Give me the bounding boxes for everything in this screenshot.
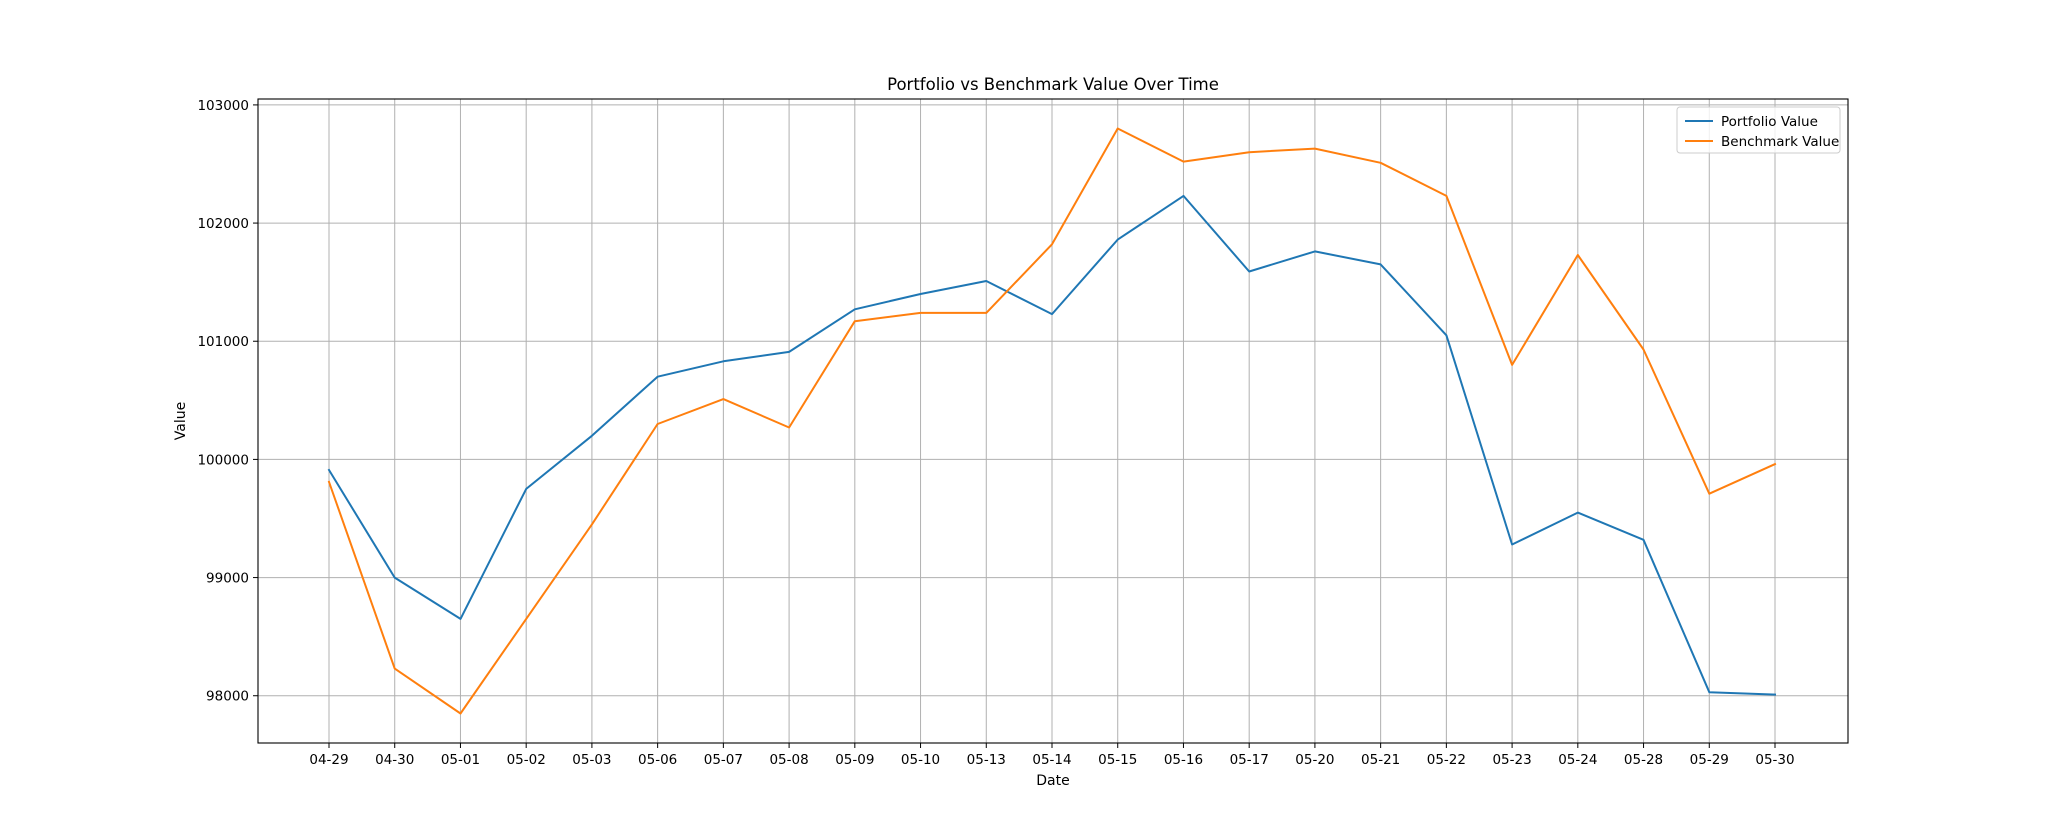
data-point-portfolio [1380, 263, 1382, 265]
data-point-benchmark [591, 523, 593, 525]
data-point-portfolio [1511, 543, 1513, 545]
x-tick-label: 05-17 [1230, 752, 1269, 768]
data-point-portfolio [1643, 539, 1645, 541]
data-point-benchmark [1708, 493, 1710, 495]
x-tick-label: 04-30 [375, 752, 414, 768]
x-tick-label: 05-24 [1558, 752, 1597, 768]
series-lines [327, 127, 1777, 715]
data-point-portfolio [985, 280, 987, 282]
data-point-portfolio [1051, 313, 1053, 315]
data-point-portfolio [657, 376, 659, 378]
data-point-benchmark [1445, 195, 1447, 197]
data-point-benchmark [920, 312, 922, 314]
data-point-portfolio [920, 293, 922, 295]
data-point-portfolio [525, 488, 527, 490]
data-point-portfolio [1774, 694, 1776, 696]
x-tick-label: 05-28 [1624, 752, 1663, 768]
x-axis-ticks: 04-29 04-30 05-01 05-02 05-03 05-06 05-07 05-08… [309, 743, 1795, 768]
y-tick-label: 103000 [197, 98, 249, 114]
data-point-benchmark [854, 320, 856, 322]
data-point-portfolio [591, 435, 593, 437]
data-point-benchmark [1182, 161, 1184, 163]
data-point-portfolio [788, 351, 790, 353]
data-point-benchmark [525, 618, 527, 620]
x-axis-label: Date [1036, 773, 1069, 789]
x-tick-label: 05-30 [1755, 752, 1794, 768]
x-tick-label: 05-07 [704, 752, 743, 768]
data-point-portfolio [459, 618, 461, 620]
x-tick-label: 05-09 [835, 752, 874, 768]
legend-label-portfolio: Portfolio Value [1721, 114, 1818, 130]
data-point-benchmark [1248, 151, 1250, 153]
legend: Portfolio Value Benchmark Value [1676, 106, 1841, 154]
data-point-benchmark [985, 312, 987, 314]
data-point-benchmark [1380, 162, 1382, 164]
data-point-benchmark [459, 712, 461, 714]
y-axis-ticks: 98000 99000 100000 101000 102000 103000 [197, 98, 258, 705]
y-tick-label: 100000 [197, 452, 249, 468]
data-point-benchmark [657, 423, 659, 425]
x-tick-label: 05-15 [1098, 752, 1137, 768]
plot-frame [257, 98, 1849, 744]
data-point-benchmark [722, 398, 724, 400]
y-tick-label: 102000 [197, 216, 249, 232]
grid [258, 99, 1848, 743]
y-tick-label: 101000 [197, 334, 249, 350]
x-tick-label: 05-10 [901, 752, 940, 768]
data-point-benchmark [328, 481, 330, 483]
x-tick-label: 05-29 [1690, 752, 1729, 768]
x-tick-label: 05-01 [441, 752, 480, 768]
x-tick-label: 05-02 [507, 752, 546, 768]
y-tick-label: 98000 [206, 689, 249, 705]
data-point-portfolio [1708, 691, 1710, 693]
data-point-benchmark [1511, 364, 1513, 366]
data-point-benchmark [1774, 463, 1776, 465]
x-tick-label: 05-03 [572, 752, 611, 768]
x-tick-label: 05-14 [1032, 752, 1071, 768]
legend-box [1676, 106, 1841, 154]
series-line-portfolio [327, 194, 1777, 696]
y-tick-label: 99000 [206, 571, 249, 587]
x-tick-label: 05-08 [769, 752, 808, 768]
data-point-benchmark [1577, 254, 1579, 256]
series-line-benchmark [327, 127, 1777, 715]
data-point-portfolio [1314, 250, 1316, 252]
x-tick-label: 05-16 [1164, 752, 1203, 768]
data-point-portfolio [328, 469, 330, 471]
x-tick-label: 05-21 [1361, 752, 1400, 768]
data-point-benchmark [788, 426, 790, 428]
x-tick-label: 04-29 [309, 752, 348, 768]
data-point-portfolio [1577, 512, 1579, 514]
data-point-portfolio [1182, 195, 1184, 197]
x-tick-label: 05-06 [638, 752, 677, 768]
data-point-benchmark [1643, 349, 1645, 351]
data-point-benchmark [1314, 148, 1316, 150]
data-point-portfolio [722, 360, 724, 362]
legend-label-benchmark: Benchmark Value [1721, 134, 1839, 150]
data-point-benchmark [1117, 128, 1119, 130]
chart-title: Portfolio vs Benchmark Value Over Time [887, 75, 1219, 94]
y-axis-label: Value [173, 402, 189, 440]
x-tick-label: 05-22 [1427, 752, 1466, 768]
x-tick-label: 05-23 [1492, 752, 1531, 768]
data-point-portfolio [394, 577, 396, 579]
x-tick-label: 05-13 [967, 752, 1006, 768]
data-point-portfolio [854, 308, 856, 310]
data-point-benchmark [394, 668, 396, 670]
data-point-portfolio [1445, 334, 1447, 336]
data-point-benchmark [1051, 243, 1053, 245]
data-point-portfolio [1248, 271, 1250, 273]
x-tick-label: 05-20 [1295, 752, 1334, 768]
data-point-portfolio [1117, 239, 1119, 241]
